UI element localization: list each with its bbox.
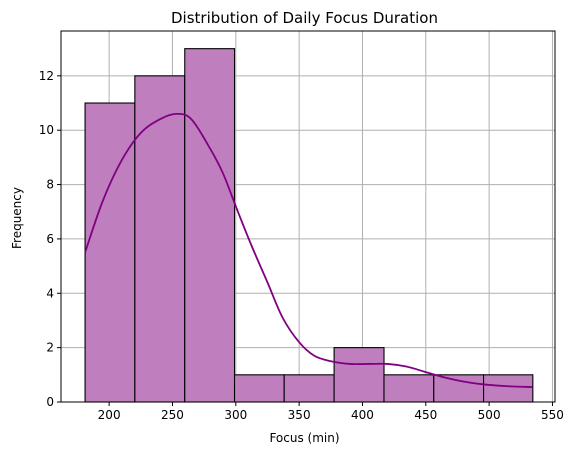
x-tick-label-7: 550 (541, 408, 564, 422)
x-axis-label: Focus (min) (269, 431, 339, 445)
histogram-bar-6 (383, 374, 435, 403)
histogram-bar-4 (283, 374, 335, 403)
histogram-bar-2 (184, 48, 236, 403)
histogram-bar-1 (134, 75, 186, 403)
chart-title: Distribution of Daily Focus Duration (171, 9, 438, 27)
x-tick-label-6: 500 (478, 408, 501, 422)
kde-curve (84, 112, 533, 388)
y-tick-label-0: 0 (46, 395, 54, 409)
x-axis-ticks: 200 250 300 350 400 450 500 550 (98, 402, 564, 422)
y-tick-label-5: 10 (39, 123, 54, 137)
histogram-bars (84, 48, 534, 403)
y-axis-ticks: 0 2 4 6 8 10 12 (39, 69, 61, 409)
histogram-bar-0 (84, 102, 136, 403)
x-tick-label-2: 300 (224, 408, 247, 422)
x-tick-label-1: 250 (161, 408, 184, 422)
histogram-bar-7 (433, 374, 485, 403)
histogram-bar-8 (483, 374, 534, 403)
histogram-bar-3 (233, 374, 285, 403)
x-tick-label-4: 400 (351, 408, 374, 422)
histogram-bar-5 (333, 347, 385, 403)
y-axis-label: Frequency (10, 187, 24, 249)
plot-frame (60, 30, 556, 403)
x-tick-label-0: 200 (98, 408, 121, 422)
y-tick-label-2: 4 (46, 286, 54, 300)
y-tick-label-3: 6 (46, 232, 54, 246)
y-tick-label-4: 8 (46, 178, 54, 192)
y-tick-label-1: 2 (46, 341, 54, 355)
y-tick-label-6: 12 (39, 69, 54, 83)
x-tick-label-3: 350 (288, 408, 311, 422)
x-tick-label-5: 450 (414, 408, 437, 422)
